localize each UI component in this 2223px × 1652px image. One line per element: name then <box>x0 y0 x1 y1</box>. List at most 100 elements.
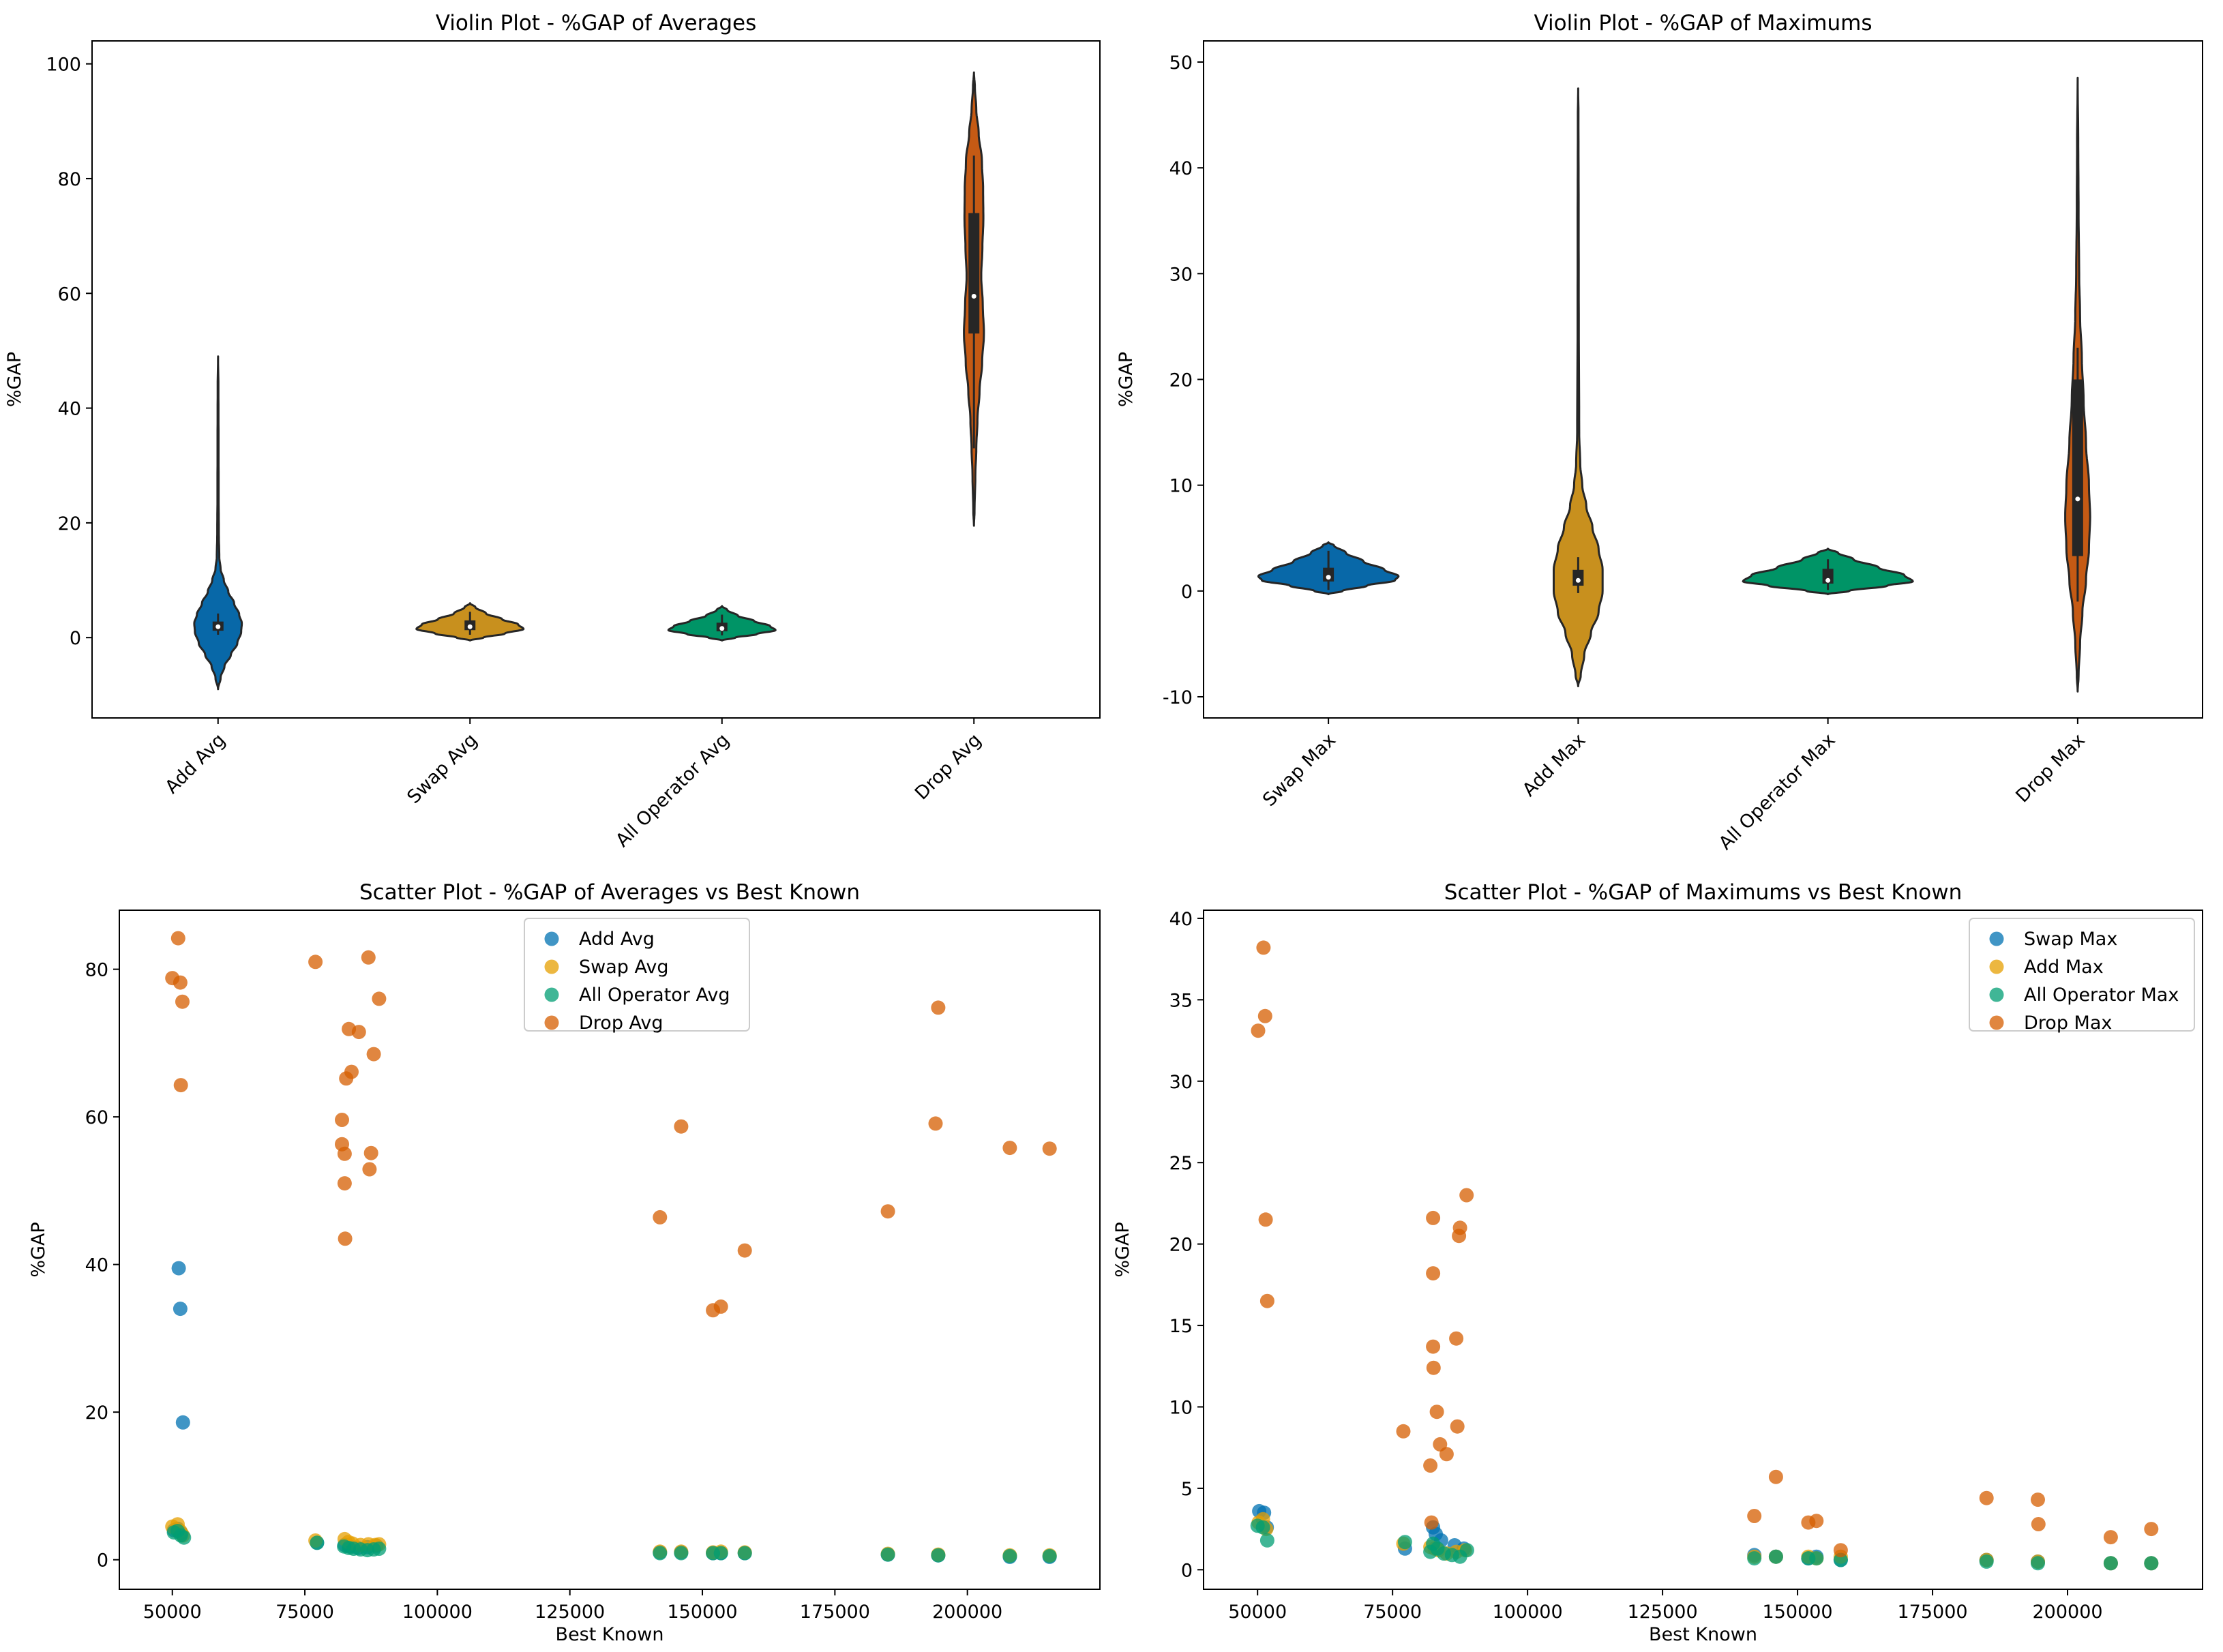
scatter-chart-2: Scatter Plot - %GAP of Maximums vs Best … <box>1112 880 2203 1645</box>
data-point <box>175 1415 190 1430</box>
legend-label: All Operator Max <box>2024 985 2179 1006</box>
data-point <box>1423 1458 1438 1473</box>
data-point <box>2144 1556 2159 1571</box>
data-point <box>361 950 376 965</box>
legend-marker <box>544 959 559 974</box>
legend-marker <box>544 1015 559 1030</box>
y-tick-label: 40 <box>85 1255 108 1276</box>
x-tick-label: Drop Max <box>2012 730 2089 807</box>
legend: Swap Max Add Max All Operator Max Drop Max <box>1969 918 2195 1034</box>
data-point <box>1833 1543 1848 1558</box>
y-tick-label: 0 <box>97 1550 108 1572</box>
x-tick-label: 50000 <box>143 1602 202 1623</box>
data-point <box>1251 1023 1266 1038</box>
x-tick-label: Drop Avg <box>911 730 985 804</box>
y-tick-label: 0 <box>70 628 81 649</box>
legend-marker <box>1989 959 2004 974</box>
y-tick-label: 60 <box>58 284 81 305</box>
x-tick-label: 125000 <box>535 1602 605 1623</box>
legend-marker <box>1989 1015 2004 1030</box>
y-tick-label: -10 <box>1163 687 1193 708</box>
x-tick-label: 175000 <box>800 1602 870 1623</box>
y-tick-label: 10 <box>1169 476 1193 497</box>
series-add-max <box>1251 1512 2159 1571</box>
violin-iqr-box <box>1822 569 1834 584</box>
violin-median-dot <box>1825 577 1831 583</box>
data-point <box>344 1064 359 1079</box>
x-axis-label: Best Known <box>556 1624 664 1645</box>
y-tick-label: 20 <box>1169 370 1193 391</box>
data-point <box>173 1078 188 1093</box>
data-point <box>880 1547 895 1562</box>
data-point <box>366 1047 381 1062</box>
data-point <box>338 1231 353 1246</box>
data-point <box>928 1116 943 1131</box>
data-point <box>1042 1548 1057 1563</box>
y-tick-label: 25 <box>1169 1153 1193 1174</box>
violin-iqr-box <box>1323 567 1334 582</box>
y-tick-label: 40 <box>1169 909 1193 930</box>
data-point <box>308 955 323 970</box>
data-point <box>1429 1405 1444 1420</box>
data-point <box>2031 1517 2046 1531</box>
legend-box <box>524 918 750 1032</box>
x-tick-label: Swap Avg <box>403 730 481 808</box>
legend-label: Add Avg <box>579 929 655 950</box>
violin-median-dot <box>2075 496 2080 502</box>
series-drop-avg <box>165 931 1057 1318</box>
y-tick-label: 5 <box>1181 1479 1193 1500</box>
data-point <box>363 1145 378 1160</box>
data-point <box>170 931 185 946</box>
data-point <box>1426 1210 1441 1225</box>
data-point <box>1426 1339 1441 1354</box>
data-point <box>1259 1533 1274 1548</box>
series-add-avg <box>166 1261 1057 1564</box>
data-point <box>1256 940 1271 955</box>
y-tick-label: 20 <box>1169 1235 1193 1256</box>
legend-label: Drop Max <box>2024 1012 2112 1034</box>
data-point <box>335 1113 349 1127</box>
data-point <box>1396 1424 1411 1439</box>
violin-iqr-box <box>1572 569 1584 586</box>
y-axis-label: %GAP <box>28 1222 49 1277</box>
data-point <box>173 1302 188 1317</box>
data-point <box>2031 1556 2045 1571</box>
x-tick-label: 125000 <box>1628 1602 1698 1623</box>
series-swap-max <box>1252 1503 2159 1571</box>
data-point <box>1768 1549 1783 1564</box>
violin-median-dot <box>215 624 221 629</box>
data-point <box>1042 1141 1057 1156</box>
y-tick-label: 100 <box>46 55 81 76</box>
data-point <box>880 1204 895 1219</box>
legend-marker <box>1989 931 2004 946</box>
data-point <box>1747 1551 1762 1566</box>
legend-label: Add Max <box>2024 957 2104 978</box>
data-point <box>653 1546 668 1561</box>
plot-frame <box>1203 910 2203 1590</box>
legend-box <box>1969 918 2195 1032</box>
x-tick-label: 75000 <box>275 1602 334 1623</box>
x-tick-label: 200000 <box>932 1602 1002 1623</box>
chart-title: Violin Plot - %GAP of Averages <box>436 11 757 35</box>
x-tick-label: 50000 <box>1228 1602 1287 1623</box>
violin-median-dot <box>971 293 976 299</box>
scatter-chart-1: Scatter Plot - %GAP of Averages vs Best … <box>28 880 1101 1645</box>
y-tick-label: 40 <box>1169 158 1193 179</box>
data-point <box>713 1546 728 1561</box>
legend-label: Drop Avg <box>579 1012 663 1034</box>
data-point <box>1257 1008 1272 1023</box>
data-point <box>337 1146 352 1161</box>
legend-label: Swap Max <box>2024 929 2117 950</box>
data-point <box>171 1261 186 1276</box>
x-axis-label: Best Known <box>1649 1624 1757 1645</box>
legend-marker <box>544 987 559 1002</box>
series-drop-max <box>1251 940 2159 1558</box>
chart-title: Violin Plot - %GAP of Maximums <box>1534 11 1872 35</box>
violin-iqr-box <box>2072 379 2083 556</box>
data-point <box>1450 1419 1465 1434</box>
x-tick-label: 100000 <box>1493 1602 1563 1623</box>
data-point <box>674 1119 689 1134</box>
y-axis-label: %GAP <box>1112 1222 1133 1277</box>
data-point <box>1809 1551 1824 1566</box>
